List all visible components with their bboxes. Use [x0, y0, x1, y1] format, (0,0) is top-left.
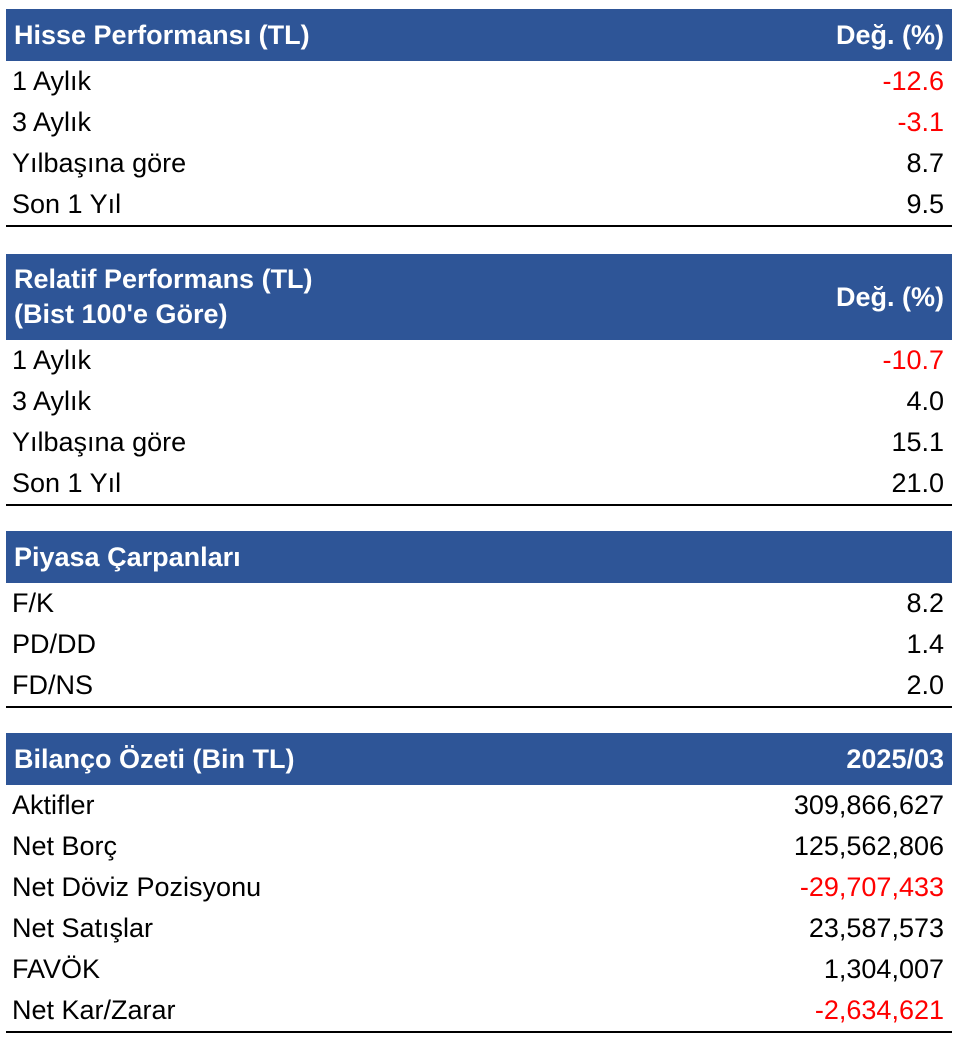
row-value: -10.7	[882, 345, 944, 375]
table-row: 1 Aylık -12.6	[6, 61, 952, 102]
row-value: 2.0	[906, 670, 944, 700]
relatif-performans-column: Değ. (%)	[836, 281, 944, 312]
table-row: Net Borç 125,562,806	[6, 826, 952, 867]
hisse-performans-rows: 1 Aylık -12.6 3 Aylık -3.1 Yılbaşına gör…	[6, 61, 952, 227]
row-label: FD/NS	[12, 670, 93, 700]
table-row: Yılbaşına göre 15.1	[6, 422, 952, 463]
row-value: 309,866,627	[793, 790, 944, 820]
bilanco-ozeti-title: Bilanço Özeti (Bin TL)	[14, 743, 295, 774]
piyasa-carpanlari-title: Piyasa Çarpanları	[14, 541, 241, 572]
row-value: 23,587,573	[808, 913, 944, 943]
row-label: FAVÖK	[12, 954, 101, 984]
hisse-performans-title: Hisse Performansı (TL)	[14, 19, 310, 50]
row-label: Yılbaşına göre	[12, 427, 187, 457]
row-label: 1 Aylık	[12, 345, 92, 375]
table-row: PD/DD 1.4	[6, 624, 952, 665]
row-label: Net Borç	[12, 831, 118, 861]
row-value: -2,634,621	[814, 995, 944, 1025]
table-row: Son 1 Yıl 21.0	[6, 463, 952, 504]
row-label: Net Satışlar	[12, 913, 154, 943]
relatif-performans-title: Relatif Performans (TL) (Bist 100'e Göre…	[14, 262, 313, 332]
relatif-performans-table: Relatif Performans (TL) (Bist 100'e Göre…	[6, 254, 952, 506]
row-value: 4.0	[906, 386, 944, 416]
bilanco-ozeti-rows: Aktifler 309,866,627 Net Borç 125,562,80…	[6, 785, 952, 1033]
row-value: -3.1	[897, 107, 944, 137]
row-label: Son 1 Yıl	[12, 468, 122, 498]
relatif-performans-title-line2: (Bist 100'e Göre)	[14, 299, 228, 329]
relatif-performans-title-line1: Relatif Performans (TL)	[14, 264, 313, 294]
table-row: 3 Aylık -3.1	[6, 102, 952, 143]
table-row: Son 1 Yıl 9.5	[6, 184, 952, 225]
row-label: Net Kar/Zarar	[12, 995, 176, 1025]
row-label: F/K	[12, 588, 55, 618]
row-label: Yılbaşına göre	[12, 148, 187, 178]
row-label: 3 Aylık	[12, 386, 92, 416]
row-value: 1,304,007	[823, 954, 944, 984]
table-row: 1 Aylık -10.7	[6, 340, 952, 381]
piyasa-carpanlari-header: Piyasa Çarpanları	[6, 531, 952, 583]
piyasa-carpanlari-table: Piyasa Çarpanları F/K 8.2 PD/DD 1.4 FD/N…	[6, 531, 952, 708]
bilanco-ozeti-table: Bilanço Özeti (Bin TL) 2025/03 Aktifler …	[6, 733, 952, 1033]
row-value: 1.4	[906, 629, 944, 659]
hisse-performans-column: Değ. (%)	[836, 19, 944, 50]
table-row: Aktifler 309,866,627	[6, 785, 952, 826]
table-row: Yılbaşına göre 8.7	[6, 143, 952, 184]
row-label: Son 1 Yıl	[12, 189, 122, 219]
row-value: 9.5	[906, 189, 944, 219]
row-label: 1 Aylık	[12, 66, 92, 96]
bilanco-ozeti-column: 2025/03	[846, 743, 944, 774]
table-row: Net Kar/Zarar -2,634,621	[6, 990, 952, 1031]
hisse-performans-table: Hisse Performansı (TL) Değ. (%) 1 Aylık …	[6, 9, 952, 227]
row-label: 3 Aylık	[12, 107, 92, 137]
piyasa-carpanlari-rows: F/K 8.2 PD/DD 1.4 FD/NS 2.0	[6, 583, 952, 708]
hisse-performans-header: Hisse Performansı (TL) Değ. (%)	[6, 9, 952, 61]
relatif-performans-header: Relatif Performans (TL) (Bist 100'e Göre…	[6, 254, 952, 340]
row-label: PD/DD	[12, 629, 97, 659]
row-value: 8.2	[906, 588, 944, 618]
row-value: 8.7	[906, 148, 944, 178]
table-row: F/K 8.2	[6, 583, 952, 624]
row-value: -12.6	[882, 66, 944, 96]
table-row: Net Satışlar 23,587,573	[6, 908, 952, 949]
row-value: -29,707,433	[799, 872, 944, 902]
relatif-performans-rows: 1 Aylık -10.7 3 Aylık 4.0 Yılbaşına göre…	[6, 340, 952, 506]
table-row: Net Döviz Pozisyonu -29,707,433	[6, 867, 952, 908]
table-row: FD/NS 2.0	[6, 665, 952, 706]
bilanco-ozeti-header: Bilanço Özeti (Bin TL) 2025/03	[6, 733, 952, 785]
table-row: FAVÖK 1,304,007	[6, 949, 952, 990]
row-label: Aktifler	[12, 790, 95, 820]
table-row: 3 Aylık 4.0	[6, 381, 952, 422]
row-value: 21.0	[891, 468, 944, 498]
row-value: 15.1	[891, 427, 944, 457]
row-value: 125,562,806	[793, 831, 944, 861]
row-label: Net Döviz Pozisyonu	[12, 872, 262, 902]
